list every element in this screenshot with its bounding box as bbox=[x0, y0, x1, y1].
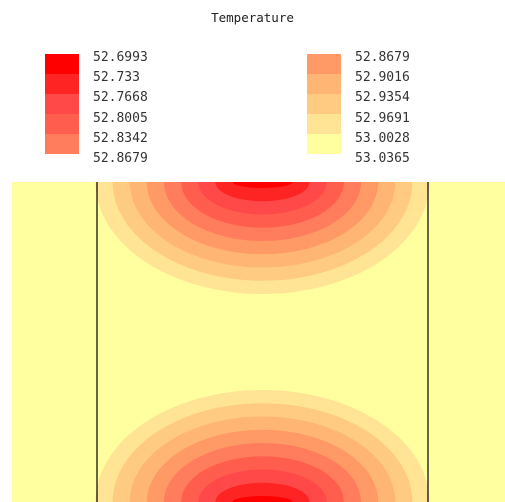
legend-label: 53.0028 bbox=[355, 130, 410, 146]
legend-label: 52.9354 bbox=[355, 90, 410, 106]
legend-swatch bbox=[45, 54, 79, 74]
legend-swatch bbox=[307, 54, 341, 74]
legend-label: 52.6993 bbox=[93, 50, 148, 65]
legend-swatch bbox=[45, 114, 79, 134]
legend-label: 52.8679 bbox=[93, 151, 148, 167]
contour-band-bottom bbox=[232, 496, 293, 502]
legend-swatch bbox=[45, 134, 79, 154]
legend-label: 52.7668 bbox=[93, 90, 148, 106]
contour-band-top bbox=[215, 182, 310, 202]
legend-label: 52.8342 bbox=[93, 130, 148, 146]
legend-swatch bbox=[307, 74, 341, 94]
legend-swatch bbox=[307, 94, 341, 114]
top-contour-bands bbox=[95, 182, 430, 294]
legend-swatch bbox=[307, 134, 341, 154]
legend-swatch bbox=[45, 94, 79, 114]
legend-left-labels: 52.6993 52.733 52.7668 52.8005 52.8342 5… bbox=[93, 48, 148, 169]
legend-label: 53.0365 bbox=[355, 151, 410, 167]
plot-title: Temperature bbox=[211, 10, 294, 25]
legend-swatch bbox=[307, 114, 341, 134]
contour-band-bottom bbox=[215, 482, 310, 502]
legend-label: 52.9691 bbox=[355, 110, 410, 126]
legend-right-labels: 52.8679 52.9016 52.9354 52.9691 53.0028 … bbox=[355, 48, 410, 169]
legend-right-swatches bbox=[307, 54, 341, 154]
legend-label: 52.9016 bbox=[355, 70, 410, 86]
legend-label: 52.8005 bbox=[93, 110, 148, 126]
bottom-contour-bands bbox=[95, 390, 430, 502]
legend-swatch bbox=[45, 74, 79, 94]
contour-plot bbox=[12, 182, 505, 502]
contour-plot-svg bbox=[12, 182, 505, 502]
legend-label: 52.8679 bbox=[355, 50, 410, 65]
legend-label: 52.733 bbox=[93, 70, 140, 86]
legend-left-swatches bbox=[45, 54, 79, 154]
contour-band-top bbox=[232, 182, 293, 188]
